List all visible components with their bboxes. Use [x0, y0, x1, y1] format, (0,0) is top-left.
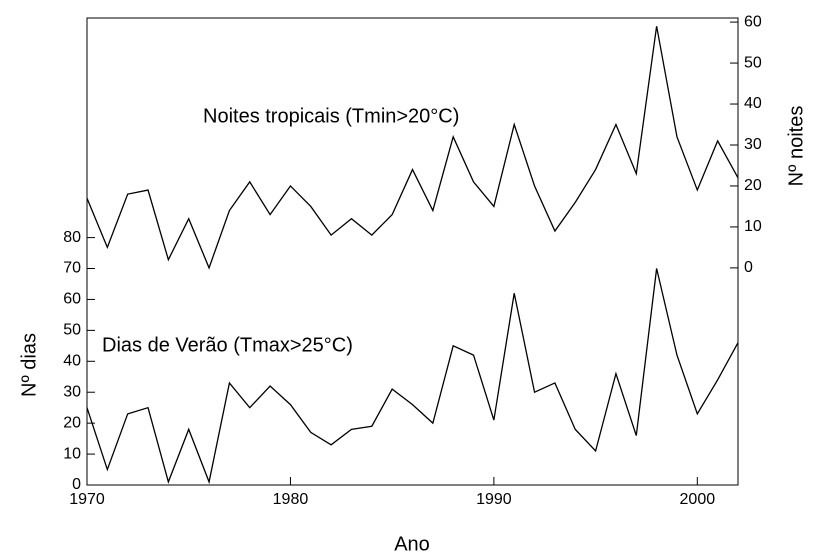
y-tick-label: 70 — [63, 260, 81, 277]
y-tick-label: 50 — [63, 322, 81, 339]
y2-tick-label: 30 — [744, 136, 762, 153]
x-tick-label: 1980 — [273, 491, 309, 508]
y2-tick-label: 60 — [744, 13, 762, 30]
series-line — [86, 268, 739, 485]
y-tick-label: 80 — [63, 229, 81, 246]
series-line — [86, 26, 739, 270]
x-axis-label: Ano — [394, 533, 430, 555]
y2-tick-label: 20 — [744, 177, 762, 194]
annotation: Noites tropicais (Tmin>20°C) — [203, 105, 459, 127]
y2-tick-label: 0 — [744, 259, 753, 276]
y-tick-label: 10 — [63, 445, 81, 462]
y-tick-label: 60 — [63, 291, 81, 308]
y2-axis-label: Nº noites — [785, 106, 807, 187]
y-tick-label: 20 — [63, 414, 81, 431]
y2-tick-label: 10 — [744, 218, 762, 235]
y-tick-label: 30 — [63, 383, 81, 400]
annotation: Dias de Verão (Tmax>25°C) — [102, 334, 353, 356]
y-tick-label: 40 — [63, 353, 81, 370]
x-tick-label: 1970 — [69, 491, 105, 508]
y2-tick-label: 50 — [744, 54, 762, 71]
y-tick-label: 0 — [72, 476, 81, 493]
plot-frame — [86, 17, 739, 486]
y-axis-label: Nº dias — [18, 333, 40, 397]
x-tick-label: 1990 — [476, 491, 512, 508]
y2-tick-label: 40 — [744, 95, 762, 112]
x-tick-label: 2000 — [680, 491, 716, 508]
